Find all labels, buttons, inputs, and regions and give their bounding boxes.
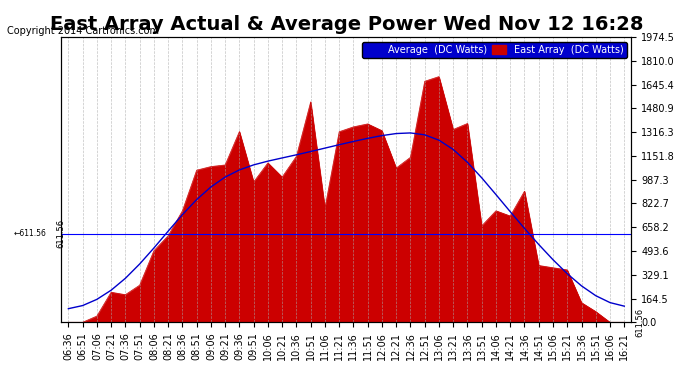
Text: 611.56: 611.56 <box>635 308 644 337</box>
Text: Copyright 2014 Cartronics.com: Copyright 2014 Cartronics.com <box>7 26 159 36</box>
Text: ←611.56: ←611.56 <box>14 230 47 238</box>
Text: 611.56: 611.56 <box>57 219 66 249</box>
Legend: Average  (DC Watts), East Array  (DC Watts): Average (DC Watts), East Array (DC Watts… <box>362 42 627 58</box>
Title: East Array Actual & Average Power Wed Nov 12 16:28: East Array Actual & Average Power Wed No… <box>50 15 643 34</box>
